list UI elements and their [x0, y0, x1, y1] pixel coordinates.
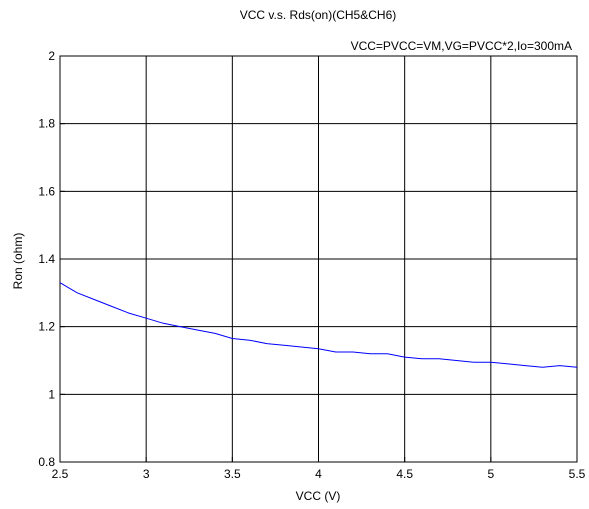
x-tick-label: 2.5	[52, 467, 69, 481]
y-tick-label: 1.2	[38, 320, 55, 334]
y-axis-label: Ron (ohm)	[11, 233, 25, 290]
y-tick-label: 1.4	[38, 252, 55, 266]
y-tick-label: 1.8	[38, 117, 55, 131]
x-tick-label: 5.5	[569, 467, 586, 481]
y-tick-label: 2	[48, 49, 55, 63]
y-tick-label: 1	[48, 387, 55, 401]
chart-title: VCC v.s. Rds(on)(CH5&CH6)	[240, 8, 396, 22]
y-tick-label: 0.8	[38, 455, 55, 469]
y-tick-label: 1.6	[38, 184, 55, 198]
x-tick-label: 4.5	[396, 467, 413, 481]
x-tick-label: 5	[487, 467, 494, 481]
series-line	[59, 282, 578, 368]
series-group	[59, 282, 578, 368]
x-tick-label: 3.5	[224, 467, 241, 481]
grid	[59, 55, 578, 463]
x-axis-label: VCC (V)	[296, 489, 341, 503]
axis-ticks: 2.5 3 3.5 4 4.5 5 5.5 0.8 1 1.2 1.4 1.6 1.8 2	[38, 49, 585, 481]
x-tick-label: 4	[315, 467, 322, 481]
x-tick-label: 3	[143, 467, 150, 481]
chart-annotation: VCC=PVCC=VM,VG=PVCC*2,Io=300mA	[351, 39, 572, 53]
